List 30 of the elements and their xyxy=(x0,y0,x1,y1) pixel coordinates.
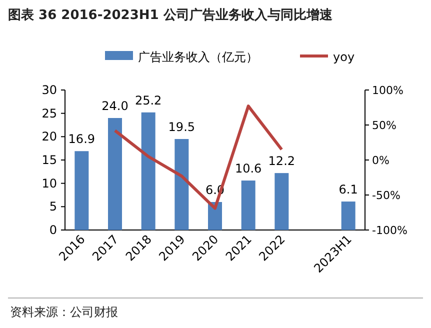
text: 资料来源：公司财报 xyxy=(10,305,118,319)
y-tick-label: 30 xyxy=(42,83,57,97)
data-label: 19.5 xyxy=(168,120,196,134)
bar xyxy=(108,118,122,230)
y2-tick-label: -100% xyxy=(372,224,408,237)
chart-title: 图表 36 2016-2023H1 公司广告业务收入与同比增速 xyxy=(8,7,334,23)
y-tick-label: 0 xyxy=(49,223,57,237)
y-tick-label: 5 xyxy=(49,200,57,214)
data-label: 24.0 xyxy=(102,99,128,113)
bar xyxy=(74,151,89,230)
legend-label: 广告业务收入（亿元） xyxy=(138,50,258,64)
data-label: 12.2 xyxy=(268,154,296,168)
y2-tick-label: -50% xyxy=(372,189,400,202)
bar xyxy=(341,202,356,230)
y-tick-label: 10 xyxy=(42,176,57,190)
data-label: 16.9 xyxy=(68,132,96,146)
data-label: 25.2 xyxy=(134,93,162,108)
bar xyxy=(174,139,189,230)
legend-label: yoy xyxy=(333,50,355,64)
y2-tick-label: 100% xyxy=(372,84,404,97)
bar xyxy=(141,112,156,230)
y-tick-label: 20 xyxy=(42,130,57,144)
y-tick-label: 15 xyxy=(42,153,57,167)
bar xyxy=(274,173,289,230)
data-label: 10.6 xyxy=(234,162,262,176)
data-label: 6.1 xyxy=(338,182,358,197)
y2-tick-label: 50% xyxy=(372,119,396,132)
y2-tick-label: 0% xyxy=(372,154,390,167)
y-tick-label: 25 xyxy=(42,106,57,120)
bar xyxy=(241,180,256,230)
